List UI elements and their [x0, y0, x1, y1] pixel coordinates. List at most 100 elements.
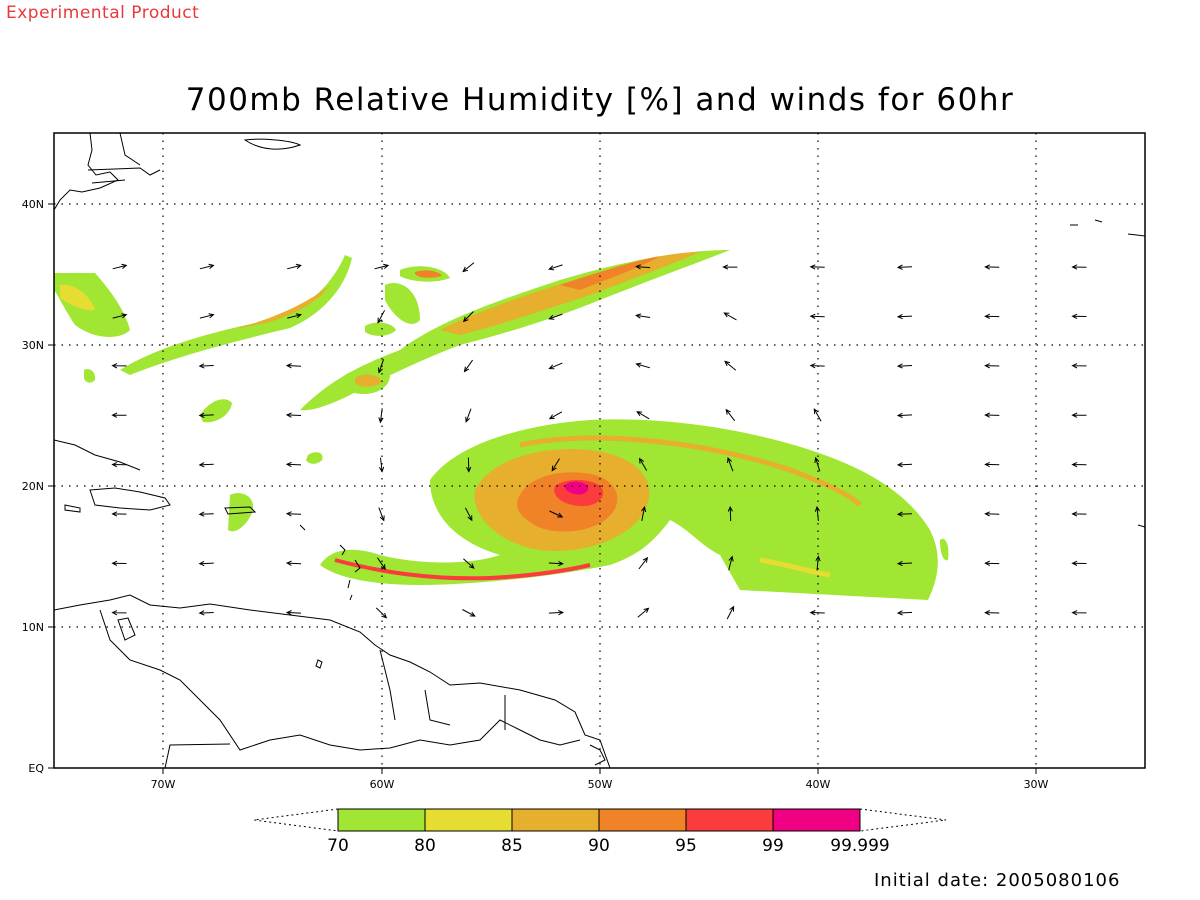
wind-vector-57 [896, 412, 913, 418]
wind-vector-9 [896, 610, 913, 616]
wind-vector-94 [984, 264, 1000, 270]
wind-vector-73 [199, 313, 215, 319]
wind-vector-47 [1071, 461, 1087, 468]
wind-vector-38 [285, 461, 302, 468]
humidity-band-south [334, 558, 591, 581]
wind-vector-8 [809, 610, 825, 616]
lat-label-10n: 10N [22, 621, 44, 634]
wind-vector-14 [285, 560, 302, 566]
wind-vector-18 [638, 556, 649, 570]
coast-puerto-rico [224, 506, 257, 515]
wind-vector-40 [466, 457, 472, 473]
humidity-region-blob-3 [200, 399, 232, 423]
coast-north-america [54, 133, 119, 211]
wind-vector-28 [464, 507, 473, 522]
colorbar-swatch-70-80 [337, 808, 426, 832]
wind-vector-82 [984, 313, 1000, 319]
colorbar-swatch-85-90 [511, 808, 600, 832]
wind-vector-66 [635, 362, 651, 369]
wind-vector-83 [1071, 313, 1087, 320]
wind-vector-91 [722, 264, 738, 270]
wind-vector-20 [815, 555, 821, 571]
wind-vector-44 [814, 456, 821, 472]
wind-vector-29 [549, 510, 564, 518]
humidity-band-east [759, 557, 831, 578]
wind-vector-17 [548, 560, 564, 567]
wind-vector-41 [551, 458, 560, 472]
humidity-band-north [519, 435, 862, 507]
colorbar-label-95: 95 [675, 836, 697, 856]
wind-vector-30 [641, 505, 647, 521]
colorbar-left-extension [253, 808, 339, 832]
wind-vector-90 [635, 264, 651, 270]
wind-vector-48 [111, 412, 127, 418]
wind-vector-69 [896, 363, 913, 369]
wind-vector-6 [637, 607, 650, 618]
tick-marks [48, 203, 1037, 774]
lat-label-40n: 40N [22, 198, 44, 211]
coast-jamaica [64, 504, 81, 513]
humidity-region-blob-6 [385, 283, 420, 324]
lon-label-30w: 30W [1024, 778, 1049, 791]
wind-vector-27 [378, 507, 385, 522]
wind-vector-34 [984, 511, 1000, 517]
wind-vector-86 [287, 263, 302, 270]
coast-venezuela-interior [99, 609, 581, 751]
coast-cuba [54, 439, 141, 471]
wind-vector-3 [375, 607, 388, 619]
wind-vector-46 [984, 461, 1000, 468]
wind-vector-24 [111, 511, 127, 517]
humidity-field [54, 250, 949, 600]
wind-vector-78 [635, 313, 651, 319]
colorbar-swatch-80-85 [424, 808, 513, 832]
wind-vector-70 [984, 363, 1000, 369]
humidity-region-blob-9 [84, 369, 96, 383]
wind-vector-5 [548, 610, 565, 616]
wind-vector-15 [376, 557, 386, 571]
coastlines [54, 133, 1145, 768]
wind-vector-65 [548, 362, 563, 370]
wind-vector-10 [984, 610, 1000, 616]
wind-vector-53 [548, 411, 563, 420]
humidity-region-blob-10 [306, 452, 323, 464]
wind-vector-67 [724, 360, 737, 371]
wind-vector-95 [1071, 264, 1087, 270]
lat-label-30n: 30N [22, 339, 44, 352]
wind-vector-49 [198, 412, 214, 418]
wind-vector-64 [463, 359, 474, 373]
wind-vector-58 [984, 412, 1000, 418]
humidity-region-blob-11 [940, 538, 949, 561]
wind-vector-19 [728, 555, 734, 571]
lat-labels: 40N 30N 20N 10N EQ [22, 198, 45, 775]
wind-vector-1 [198, 610, 214, 616]
lat-label-eq: EQ [28, 762, 44, 775]
wind-vector-92 [809, 264, 825, 270]
chart-title: 700mb Relative Humidity [%] and winds fo… [185, 82, 1015, 118]
wind-vector-33 [896, 511, 913, 517]
coast-hispaniola [89, 487, 171, 511]
wind-vector-89 [548, 264, 563, 271]
wind-vector-32 [814, 505, 821, 522]
wind-vector-42 [639, 457, 648, 471]
wind-vector-43 [727, 457, 734, 472]
wind-vector-71 [1071, 363, 1087, 369]
wind-vector-0 [111, 610, 127, 616]
wind-vector-77 [548, 313, 563, 320]
product-label: Experimental Product [6, 3, 200, 23]
wind-vector-37 [198, 462, 214, 468]
wind-vector-52 [465, 408, 472, 423]
wind-vector-36 [111, 461, 127, 468]
colorbar-right-extension [859, 808, 947, 832]
colorbar-label-90: 90 [588, 836, 610, 856]
coast-islands-east [1070, 219, 1145, 528]
wind-vector-56 [813, 408, 822, 422]
humidity-region-blob-5 [415, 270, 442, 278]
wind-vector-50 [285, 412, 302, 418]
wind-vector-79 [723, 312, 737, 321]
colorbar-swatch-90-95 [598, 808, 687, 832]
colorbar-label-85: 85 [501, 836, 523, 856]
coast-guyana-borders [379, 649, 506, 730]
humidity-region-west-blob-core [60, 284, 95, 311]
wind-vector-80 [809, 313, 825, 319]
